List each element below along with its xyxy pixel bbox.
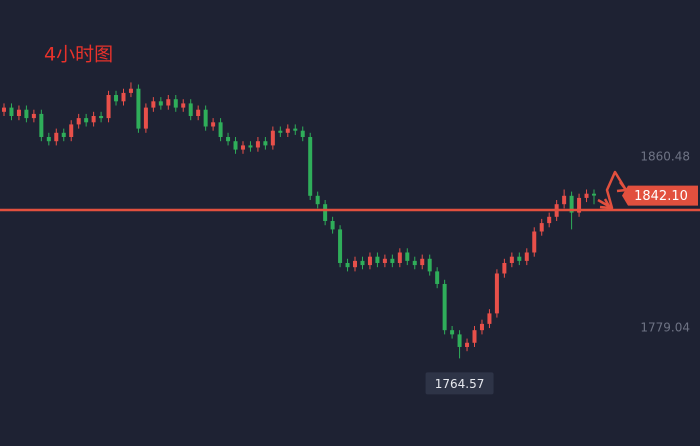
candle-body [338, 229, 343, 263]
candle-body [16, 109, 21, 117]
candle-body [405, 252, 410, 261]
candle-body [166, 99, 171, 106]
candle-body [248, 145, 253, 148]
candle-body [31, 113, 36, 119]
low-price-box [425, 372, 494, 395]
candle-body [181, 103, 186, 108]
candle-body [69, 124, 74, 138]
candle-body [569, 195, 574, 213]
candle-body [397, 252, 402, 263]
candle-body [472, 330, 477, 343]
candle-body [2, 107, 6, 112]
y-tick-label: 1860.48 [640, 149, 690, 163]
candle-body [196, 109, 201, 117]
candle-body [502, 262, 507, 274]
candle-body [367, 256, 372, 266]
candle-body [84, 118, 89, 123]
candle-body [203, 109, 208, 127]
candle-body [211, 122, 216, 127]
y-tick-label: 1779.04 [640, 320, 690, 334]
candle-body [442, 283, 447, 331]
candle-body [532, 231, 537, 253]
candle-body [270, 130, 275, 146]
candle-body [218, 122, 223, 138]
candle-body [524, 252, 529, 261]
candle-body [592, 193, 596, 196]
candle-body [39, 113, 44, 138]
candle-body [577, 197, 582, 213]
candle-body [61, 132, 66, 138]
candle-body [24, 109, 29, 119]
candle-body [479, 323, 484, 331]
candle-body [487, 313, 492, 324]
candle-body [188, 103, 193, 117]
candle-body [293, 128, 298, 131]
candle-body [323, 204, 328, 221]
candle-body [509, 256, 514, 263]
candle-body [412, 260, 417, 266]
candle-body [285, 128, 290, 133]
candle-body [143, 107, 148, 129]
candle-body [353, 260, 358, 268]
last-price-tag [622, 185, 698, 206]
candle-body [91, 116, 96, 123]
candle-body [382, 258, 387, 263]
candle-body [360, 260, 365, 266]
candle-body [420, 258, 425, 266]
candle-body [121, 92, 126, 102]
candle-body [173, 99, 178, 108]
candle-body [457, 334, 462, 347]
candle-body [99, 116, 104, 119]
candle-body [308, 137, 313, 196]
candle-body [226, 137, 231, 142]
candle-body [450, 330, 455, 335]
candle-body [330, 220, 335, 230]
candle-body [435, 271, 440, 284]
candle-body [106, 95, 111, 119]
low-price-label: 1764.57 [435, 377, 485, 391]
candle-body [136, 88, 141, 129]
candle-body [584, 193, 589, 198]
candle-body [300, 130, 305, 138]
candle-body [539, 223, 544, 232]
candle-body [114, 95, 119, 102]
candle-body [390, 258, 395, 263]
candle-body [263, 141, 268, 146]
candle-body [562, 195, 567, 205]
candle-body [158, 101, 163, 106]
candle-body [46, 137, 51, 142]
candle-body [427, 258, 432, 272]
candle-body [233, 141, 238, 150]
candle-body [151, 101, 156, 108]
candles [2, 82, 596, 359]
candle-body [76, 118, 81, 125]
candle-body [547, 216, 552, 224]
candle-body [9, 107, 14, 117]
candle-body [465, 342, 470, 347]
candle-body [255, 141, 260, 148]
candle-body [375, 256, 380, 263]
candle-body [315, 195, 320, 205]
last-price-label: 1842.10 [634, 189, 688, 204]
candle-body [345, 262, 350, 268]
candle-body [517, 256, 522, 261]
chart-title: 4小时图 [44, 44, 113, 66]
candle-body [278, 130, 283, 133]
candle-body [240, 145, 245, 150]
candle-body [54, 132, 59, 142]
candle-body [128, 88, 133, 93]
candle-body [494, 273, 499, 314]
